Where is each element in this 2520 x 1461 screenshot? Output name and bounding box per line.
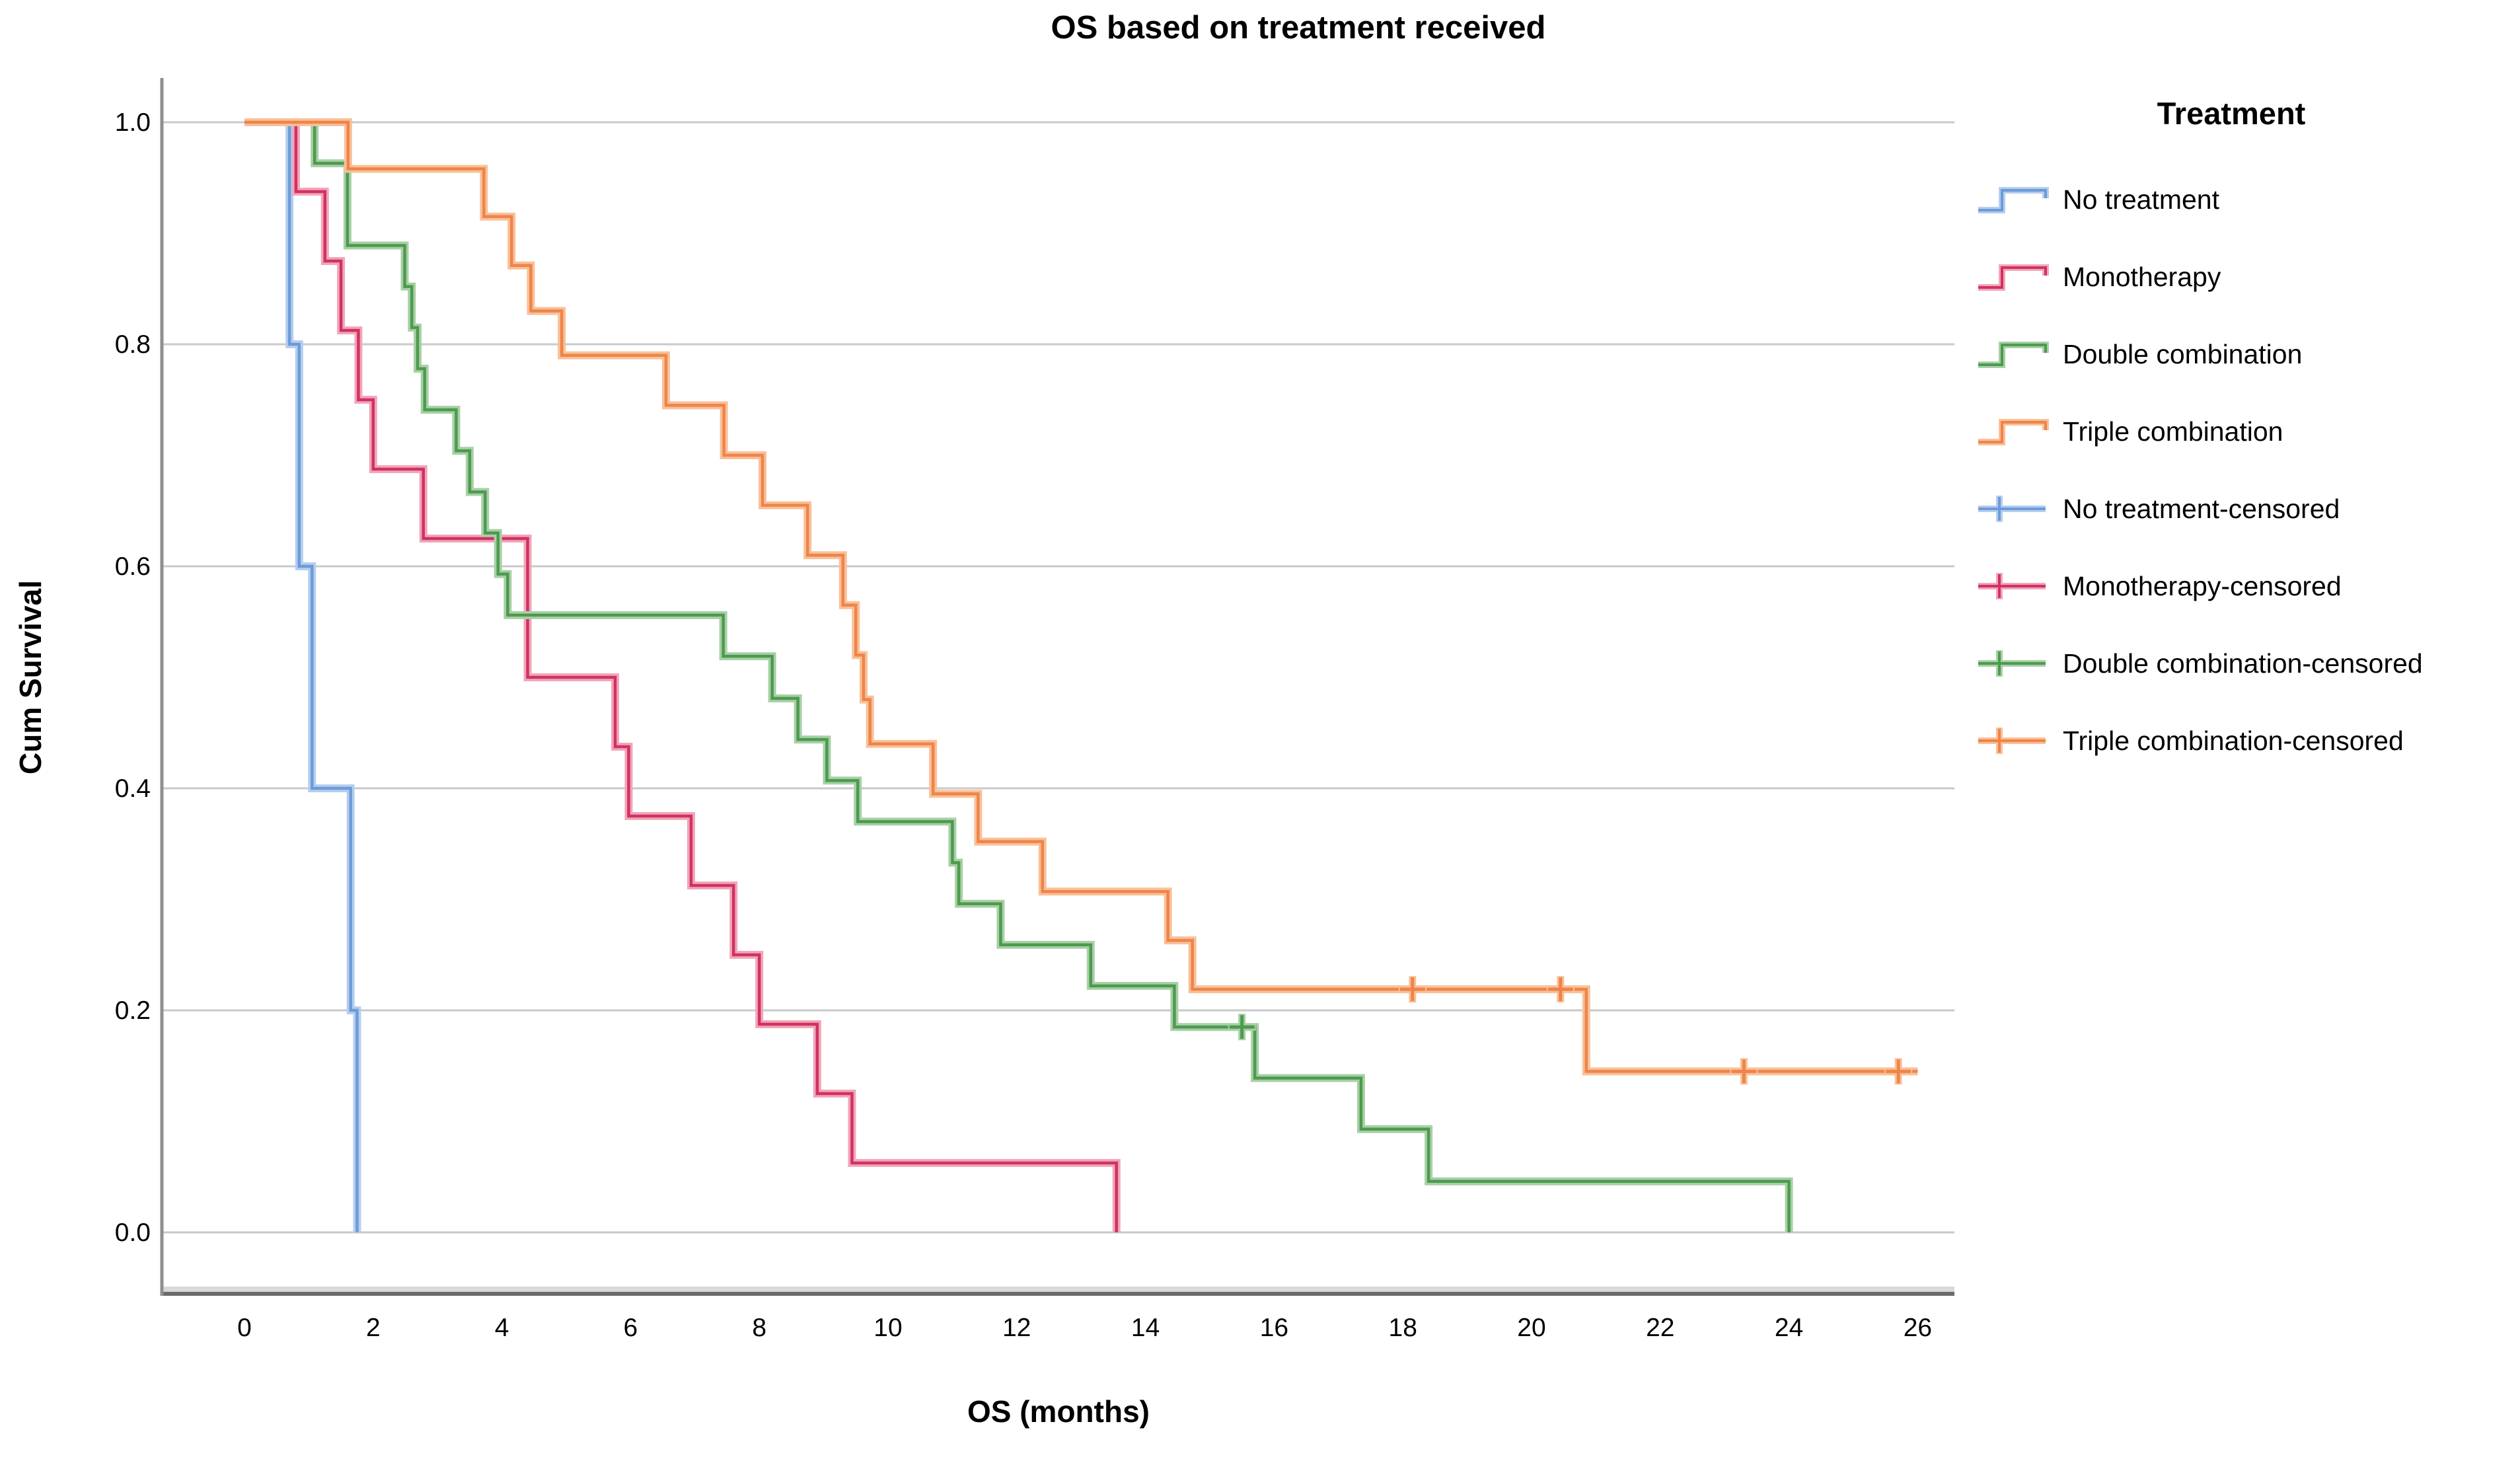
legend-item-label: Triple combination-censored <box>2063 726 2404 756</box>
legend-item-double-combination-censored: Double combination-censored <box>1978 648 2423 679</box>
legend-item-label: Double combination <box>2063 339 2302 369</box>
axes <box>160 78 1954 1296</box>
legend-item-label: Monotherapy-censored <box>2063 571 2342 601</box>
y-tick-label: 0.0 <box>115 1218 151 1247</box>
curve-halo <box>244 118 1918 1076</box>
legend-item-no-treatment-censored: No treatment-censored <box>1978 494 2340 524</box>
curve-line <box>244 120 1918 1073</box>
step-line-icon <box>1978 187 2049 213</box>
censored-plus-icon <box>1978 650 2046 677</box>
x-tick-label: 10 <box>873 1314 902 1342</box>
x-tick-label: 20 <box>1517 1314 1545 1342</box>
step-line-icon <box>1978 342 2049 368</box>
censor-marks-double-combination <box>1228 1014 1256 1041</box>
censored-plus-icon <box>1978 728 2046 754</box>
y-tick-label: 0.2 <box>115 996 151 1025</box>
gridlines <box>163 121 1954 1234</box>
censored-plus-icon <box>1228 1014 1256 1041</box>
y-axis-title: Cum Survival <box>13 580 48 774</box>
curve-halo <box>244 118 1793 1232</box>
legend-item-label: No treatment <box>2063 184 2220 215</box>
x-axis-title: OS (months) <box>967 1394 1150 1429</box>
chart-title: OS based on treatment received <box>1051 10 1546 46</box>
curve-halo <box>244 118 1121 1232</box>
x-tick-label: 14 <box>1131 1314 1160 1342</box>
x-tick-label: 24 <box>1775 1314 1803 1342</box>
legend-item-label: Triple combination <box>2063 416 2283 447</box>
y-tick-label: 0.8 <box>115 330 151 359</box>
km-curve-monotherapy <box>244 118 1121 1232</box>
censored-plus-icon <box>1978 496 2046 522</box>
legend: Treatment No treatment Monotherapy Double c… <box>1978 96 2423 756</box>
x-tick-label: 26 <box>1904 1314 1932 1342</box>
censored-plus-icon <box>1730 1058 1758 1085</box>
tick-labels: 1.00.80.60.40.20.00 2 4 6 8 10 12 14 16 18 20 22 24 2… <box>115 108 1932 1342</box>
x-tick-label: 12 <box>1002 1314 1031 1342</box>
step-line-icon <box>1978 419 2049 445</box>
x-tick-label: 0 <box>237 1314 252 1342</box>
legend-item-triple-combination: Triple combination <box>1978 416 2283 447</box>
curve-line <box>244 120 1791 1232</box>
legend-title: Treatment <box>2157 96 2306 131</box>
legend-item-no-treatment: No treatment <box>1978 184 2220 215</box>
km-curve-double-combination <box>244 118 1793 1232</box>
censor-marks-triple-combination <box>1398 976 1913 1085</box>
x-tick-label: 4 <box>495 1314 509 1342</box>
x-tick-label: 22 <box>1646 1314 1674 1342</box>
x-tick-label: 8 <box>752 1314 766 1342</box>
censored-plus-icon <box>1398 976 1427 1003</box>
curve-line <box>244 120 1119 1232</box>
legend-item-label: Double combination-censored <box>2063 648 2423 679</box>
step-line-icon <box>1978 264 2049 291</box>
legend-item-monotherapy: Monotherapy <box>1978 262 2221 292</box>
y-tick-label: 0.4 <box>115 774 151 803</box>
x-tick-label: 6 <box>624 1314 638 1342</box>
x-tick-label: 16 <box>1260 1314 1288 1342</box>
legend-item-triple-combination-censored: Triple combination-censored <box>1978 726 2404 756</box>
y-tick-label: 1.0 <box>115 108 151 137</box>
censored-plus-icon <box>1978 573 2046 599</box>
x-tick-label: 18 <box>1389 1314 1417 1342</box>
legend-item-monotherapy-censored: Monotherapy-censored <box>1978 571 2342 601</box>
censored-plus-icon <box>1546 976 1575 1003</box>
legend-item-label: No treatment-censored <box>2063 494 2340 524</box>
km-curve-no-treatment <box>244 118 361 1232</box>
legend-item-double-combination: Double combination <box>1978 339 2302 369</box>
censored-plus-icon <box>1884 1058 1913 1085</box>
curve-line <box>244 120 359 1232</box>
km-curve-triple-combination <box>244 118 1918 1076</box>
legend-item-label: Monotherapy <box>2063 262 2221 292</box>
x-tick-label: 2 <box>366 1314 381 1342</box>
y-tick-label: 0.6 <box>115 552 151 581</box>
